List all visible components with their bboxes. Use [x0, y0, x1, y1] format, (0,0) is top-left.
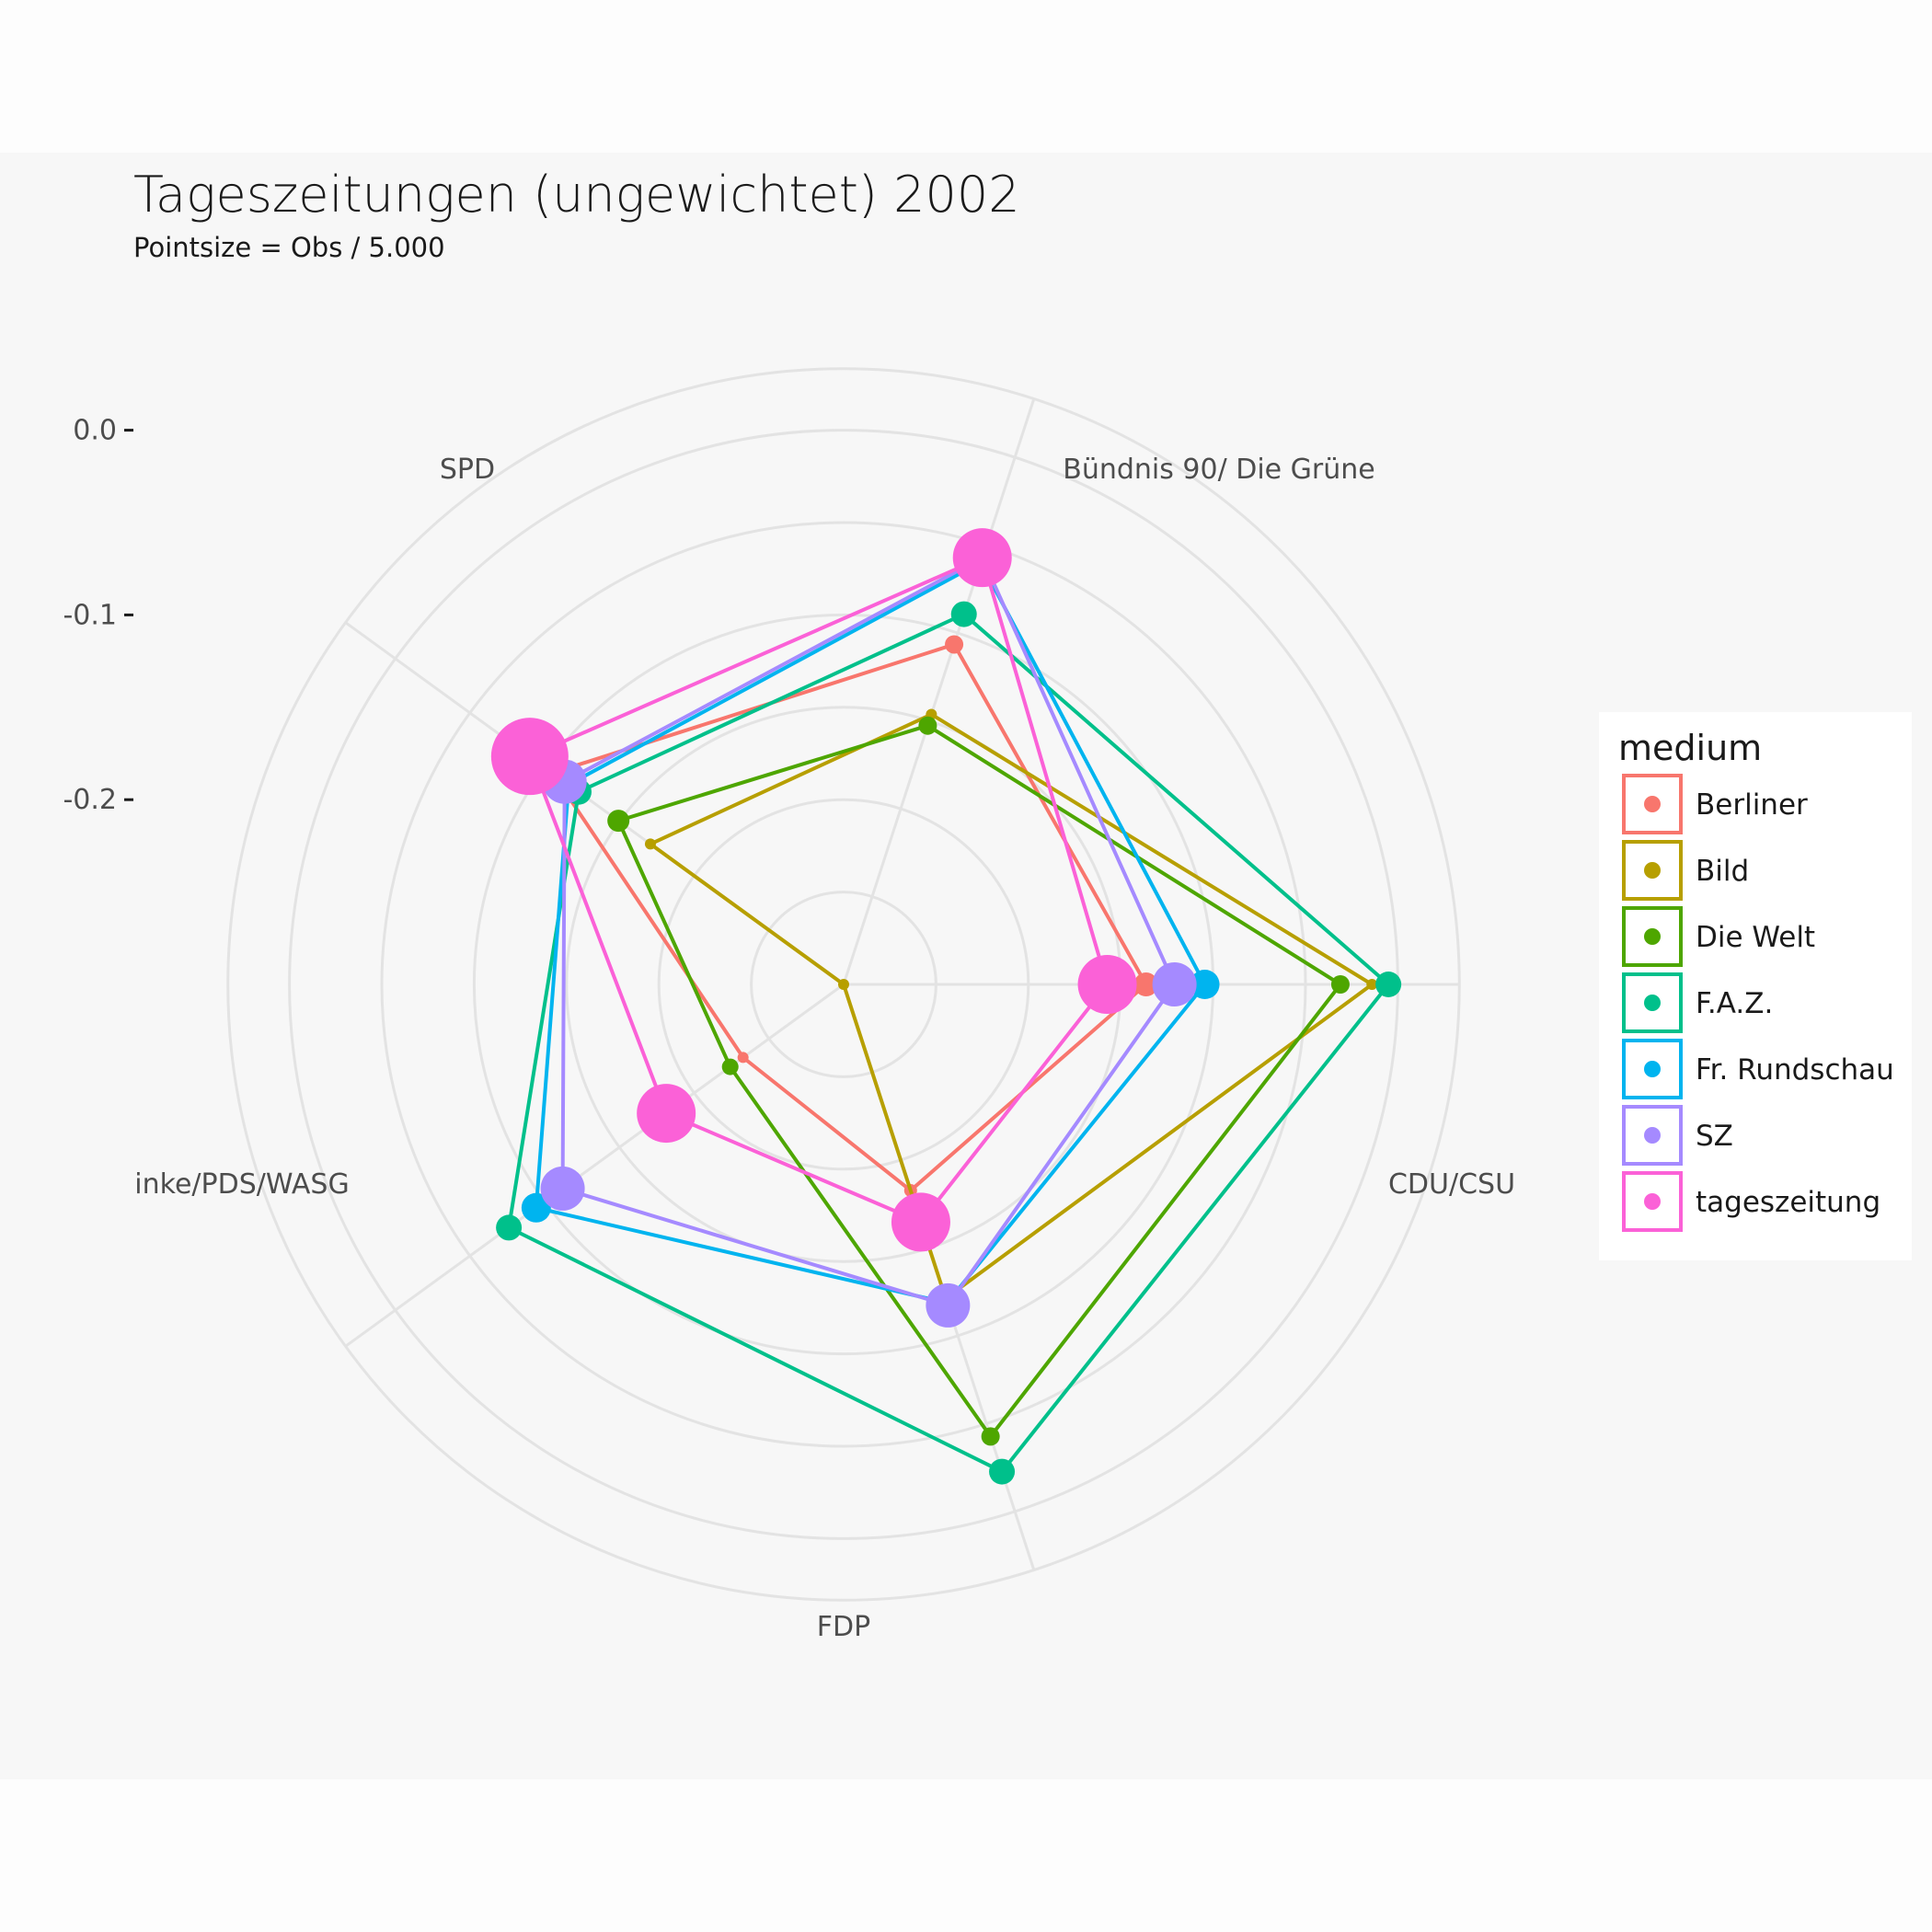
- grid-spoke: [842, 398, 1036, 985]
- series-line: [560, 555, 1177, 1308]
- data-point: [1375, 972, 1402, 997]
- series-tageszeitung: [490, 528, 1137, 1252]
- category-label: CDU/CSU: [1388, 1168, 1515, 1201]
- legend-key-point: [1644, 995, 1661, 1011]
- data-point: [607, 810, 630, 833]
- data-point: [1330, 975, 1350, 994]
- data-point: [981, 1427, 1000, 1446]
- legend-key-point: [1644, 928, 1661, 945]
- legend-key: [1622, 1039, 1683, 1099]
- category-label: Bündnis 90/ Die Grüne: [1063, 454, 1374, 486]
- data-point: [891, 1192, 950, 1252]
- axis-tick-label: -0.2: [63, 784, 117, 816]
- data-point: [496, 1214, 523, 1241]
- data-point: [1366, 979, 1378, 990]
- category-label: FDP: [817, 1611, 870, 1643]
- legend-item: tageszeitung: [1622, 1171, 1880, 1232]
- data-point: [721, 1058, 739, 1075]
- legend-item: Berliner: [1622, 774, 1808, 834]
- data-point: [1190, 970, 1220, 999]
- legend-label: Fr. Rundschau: [1696, 1053, 1894, 1087]
- legend-label: Bild: [1696, 855, 1749, 888]
- legend-key-point: [1644, 796, 1661, 812]
- radial-axis: 0.0 -0.1 -0.2: [63, 415, 133, 816]
- series-line: [534, 559, 1207, 1305]
- data-point: [918, 716, 937, 735]
- legend-label: SZ: [1696, 1120, 1733, 1153]
- legend-items: Berliner Bild Die Welt F.A.Z. Fr. Rundschau S…: [1622, 774, 1894, 1232]
- legend-key-point: [1644, 1061, 1661, 1077]
- data-point: [1077, 955, 1137, 1014]
- data-point: [1152, 962, 1197, 1006]
- legend-label: Die Welt: [1696, 921, 1815, 954]
- data-point: [737, 1052, 749, 1064]
- data-point: [1133, 972, 1158, 996]
- legend: medium Berliner Bild Die Welt F.A.Z. Fr. Run…: [1599, 712, 1912, 1260]
- series-die-welt: [607, 716, 1350, 1446]
- series-line: [506, 612, 1391, 1475]
- data-point: [490, 718, 569, 796]
- data-point: [540, 1166, 585, 1211]
- data-point: [926, 1282, 971, 1328]
- legend-label: Berliner: [1696, 788, 1808, 822]
- legend-key-point: [1644, 1193, 1661, 1210]
- legend-label: tageszeitung: [1696, 1186, 1880, 1219]
- chart-title: Tageszeitungen (ungewichtet) 2002: [133, 166, 1020, 224]
- grid-spoke: [344, 983, 845, 1348]
- series-line: [527, 555, 1110, 1225]
- data-point: [637, 1084, 696, 1144]
- legend-item: Fr. Rundschau: [1622, 1039, 1894, 1099]
- legend-item: SZ: [1622, 1105, 1733, 1166]
- legend-label: F.A.Z.: [1696, 987, 1773, 1020]
- chart-subtitle: Pointsize = Obs / 5.000: [133, 232, 445, 263]
- data-point: [952, 528, 1012, 588]
- data-point: [945, 635, 964, 654]
- legend-item: Bild: [1622, 840, 1749, 901]
- legend-key-point: [1644, 1127, 1661, 1144]
- series-line: [615, 723, 1343, 1440]
- legend-item: F.A.Z.: [1622, 972, 1773, 1033]
- series-line: [647, 712, 1375, 1302]
- category-label: inke/PDS/WASG: [134, 1168, 349, 1201]
- data-point: [521, 1192, 551, 1223]
- category-label: SPD: [440, 454, 495, 486]
- data-point: [644, 838, 656, 850]
- legend-title: medium: [1618, 728, 1762, 768]
- legend-key: [1622, 1105, 1683, 1166]
- legend-key-point: [1644, 862, 1661, 879]
- data-point: [950, 601, 977, 627]
- axis-tick-label: 0.0: [73, 415, 117, 447]
- series-layer: [490, 528, 1402, 1485]
- data-point: [838, 979, 849, 990]
- data-point: [989, 1458, 1016, 1485]
- axis-tick-label: -0.1: [63, 599, 117, 631]
- legend-item: Die Welt: [1622, 906, 1815, 967]
- category-labels: SPD Bündnis 90/ Die Grüne CDU/CSU FDP inke/P…: [134, 454, 1515, 1643]
